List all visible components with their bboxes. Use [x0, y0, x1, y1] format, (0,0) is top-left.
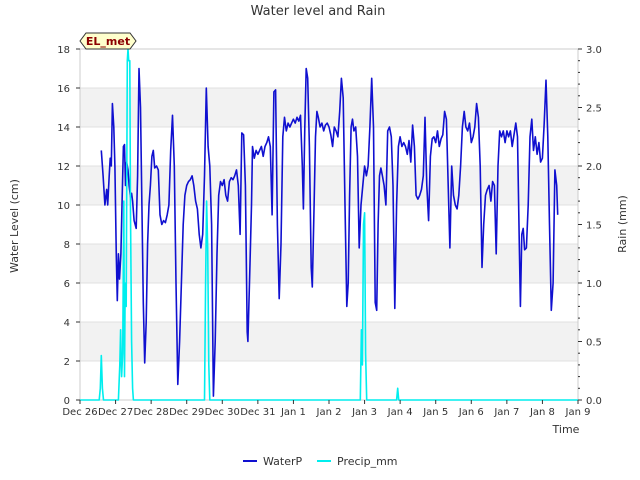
series-line-waterp: [100, 67, 559, 397]
y-left-tick-label: 10: [57, 201, 70, 212]
x-axis-label: Time: [552, 423, 580, 436]
x-tick-label: Jan 7: [493, 407, 519, 418]
x-axis: Dec 26 Dec 27 Dec 28 Dec 29 Dec 30 Dec 31 Jan …: [62, 400, 590, 418]
station-badge-shape: [79, 32, 137, 50]
legend-label-precip-mm: Precip_mm: [337, 455, 398, 468]
x-tick-label: Jan 3: [351, 407, 377, 418]
series-line-precip-mm: [80, 48, 578, 401]
y-right-tick-label: 1.0: [586, 279, 602, 290]
y-axis-left-label: Water Level (cm): [8, 179, 21, 273]
grid-bands: [80, 88, 578, 361]
y-right-tick-label: 1.5: [586, 221, 602, 232]
grid-band: [80, 166, 578, 205]
y-axis-right-label: Rain (mm): [616, 195, 629, 253]
y-left-tick-label: 14: [57, 123, 70, 134]
x-tick-label: Dec 27: [98, 407, 133, 418]
grid-band: [80, 322, 578, 361]
x-tick-label: Jan 5: [422, 407, 448, 418]
y-left-tick-label: 2: [64, 357, 70, 368]
grid-band: [80, 88, 578, 127]
y-left-tick-label: 6: [64, 279, 70, 290]
x-tick-label: Dec 26: [62, 407, 97, 418]
x-tick-label: Jan 4: [387, 407, 413, 418]
y-right-tick-label: 3.0: [586, 45, 602, 56]
right-axis: 0.0 0.5 1.0 1.5 2.0 2.5 3.0: [578, 45, 602, 407]
y-left-tick-label: 18: [57, 45, 70, 56]
y-right-tick-label: 0.5: [586, 338, 602, 349]
x-tick-label: Dec 30: [205, 407, 240, 418]
y-right-tick-label: 0.0: [586, 396, 602, 407]
x-tick-label: Jan 6: [458, 407, 484, 418]
x-tick-label: Dec 31: [240, 407, 275, 418]
y-left-tick-label: 4: [64, 318, 70, 329]
x-tick-label: Dec 29: [169, 407, 204, 418]
left-axis: 0 2 4 6 8 10 12 14 16 18: [57, 45, 80, 407]
y-left-tick-label: 0: [64, 396, 70, 407]
series-layer: [80, 48, 578, 401]
y-right-tick-label: 2.5: [586, 104, 602, 115]
station-badge: EL_met: [79, 32, 137, 50]
y-left-tick-label: 8: [64, 240, 70, 251]
y-right-tick-label: 2.0: [586, 162, 602, 173]
x-tick-label: Dec 28: [134, 407, 169, 418]
chart-title: Water level and Rain: [251, 4, 386, 19]
grid-band: [80, 244, 578, 283]
x-tick-label: Jan 8: [529, 407, 555, 418]
y-left-tick-label: 12: [57, 162, 70, 173]
legend: WaterP Precip_mm: [243, 455, 398, 468]
legend-label-waterp: WaterP: [263, 455, 303, 468]
y-left-tick-label: 16: [57, 84, 70, 95]
x-tick-label: Jan 9: [565, 407, 591, 418]
x-tick-label: Jan 1: [280, 407, 306, 418]
x-tick-label: Jan 2: [316, 407, 342, 418]
station-badge-label: EL_met: [86, 35, 130, 48]
